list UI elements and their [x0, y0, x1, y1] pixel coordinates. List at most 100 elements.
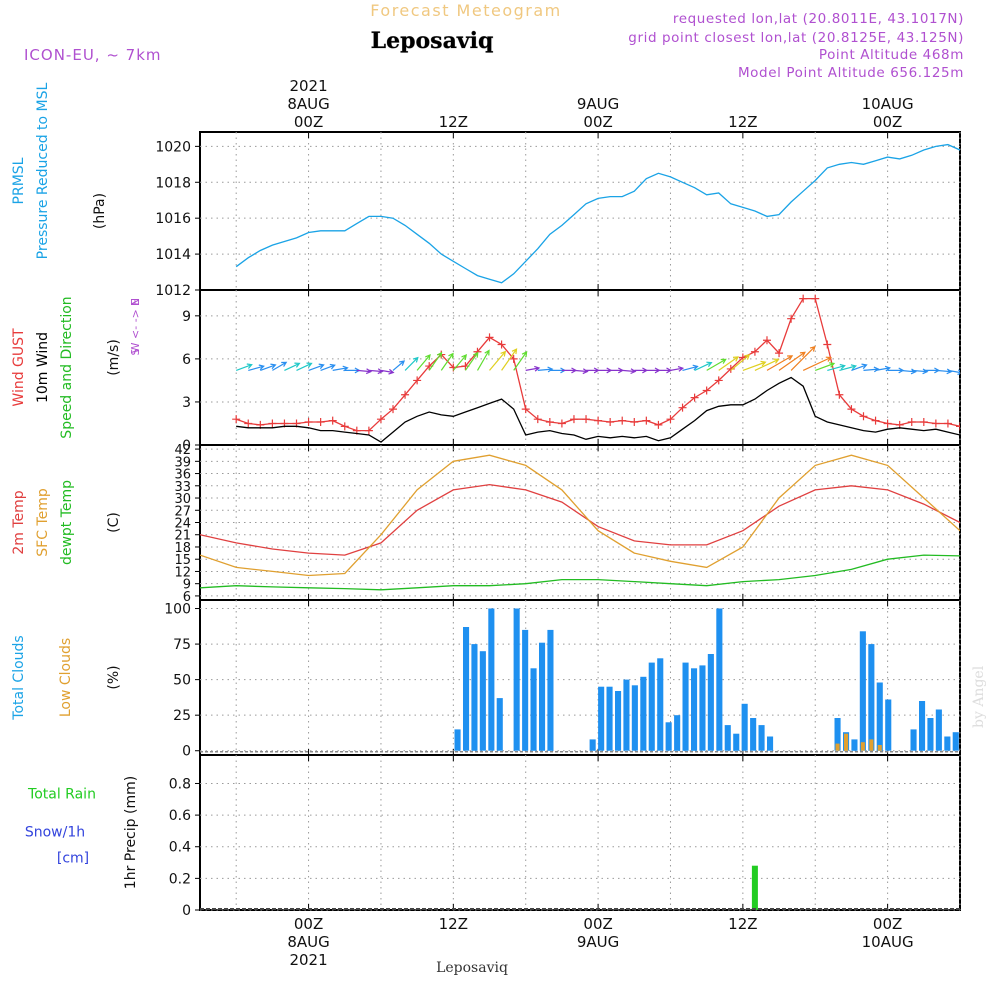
y-tick-label: 0.6: [169, 808, 191, 824]
location-title: Leposaviq: [371, 28, 494, 54]
cloud-total-bar: [463, 627, 470, 751]
gust-marker: [316, 418, 325, 427]
y-tick-label: 0: [182, 903, 191, 919]
cloud-total-bar: [868, 644, 875, 751]
panel-frame: [199, 754, 961, 911]
wind-arrow: [682, 364, 699, 371]
top-axis-label: 12Z: [728, 113, 757, 131]
gust-marker: [799, 294, 808, 303]
compass-we: W <- -> E: [129, 299, 142, 354]
panel-label: 10m Wind: [35, 332, 51, 403]
cloud-total-bar: [919, 701, 926, 751]
gust-marker: [340, 422, 349, 431]
cloud-total-bar: [758, 725, 765, 751]
y-tick-label: 42: [174, 443, 191, 458]
gust-marker: [304, 418, 313, 427]
gust-marker: [376, 415, 385, 424]
wind-arrow: [248, 364, 265, 371]
wind-arrow: [802, 356, 832, 371]
y-tick-label: 3: [182, 395, 191, 411]
cloud-total-bar: [707, 654, 714, 751]
top-axis-label: 00Z: [583, 113, 612, 131]
y-tick-label: 50: [173, 673, 191, 689]
y-tick-label: 75: [173, 637, 191, 653]
gust-marker: [485, 333, 494, 342]
cloud-total-bar: [750, 718, 757, 751]
wind-compass: NW <- -> ES: [129, 298, 142, 356]
gust-marker: [232, 415, 241, 424]
wind-arrow: [935, 368, 953, 375]
y-tick-label: 15: [174, 553, 191, 568]
cloud-total-bar: [496, 698, 503, 751]
wind-arrow: [452, 354, 468, 371]
point-altitude: Point Altitude 468m: [819, 47, 964, 63]
y-tick-label: 9: [182, 309, 191, 325]
panel-frame: [199, 599, 961, 756]
panel-label: SFC Temp: [35, 488, 51, 557]
gust-marker: [992, 402, 1000, 410]
gust-marker: [606, 418, 615, 427]
panel-label: Low Clouds: [58, 638, 74, 717]
gust-marker: [582, 415, 591, 424]
panel-clouds: 0 25 50 75 100 Total Clouds Low Clouds (%): [11, 599, 961, 760]
gust-marker: [401, 390, 410, 399]
cloud-total-bar: [648, 662, 655, 751]
top-axis-label: 00Z: [294, 113, 323, 131]
y-tick-label: 25: [173, 708, 191, 724]
y-tick-label: 30: [174, 492, 191, 507]
cloud-total-bar: [834, 718, 841, 751]
y-tick-label: 36: [174, 468, 191, 483]
compass-n: N: [129, 298, 142, 306]
cloud-total-bar: [665, 722, 672, 751]
wind-arrow: [718, 356, 740, 371]
wind-arrow: [537, 366, 554, 373]
gust-marker: [389, 405, 398, 414]
wind-arrow: [814, 362, 836, 371]
series-line-2: [200, 554, 960, 591]
gust-marker: [968, 417, 976, 425]
bottom-axis-label: 12Z: [728, 915, 757, 933]
y-tick-label: 18: [174, 541, 191, 556]
cloud-total-bar: [741, 703, 748, 751]
panel-label: Speed and Direction: [59, 296, 75, 438]
gust-marker: [364, 426, 373, 435]
cloud-low-bar: [877, 745, 882, 751]
wind-arrow: [634, 367, 649, 374]
panel-pressure: 1012 1014 1016 1018 1020 PRMSL Pressure Reduce…: [11, 82, 961, 299]
gust-marker: [702, 386, 711, 395]
cloud-total-bar: [935, 709, 942, 751]
wind-arrow: [658, 367, 673, 374]
wind-arrow: [440, 352, 454, 371]
gust-marker: [847, 405, 856, 414]
wind-arrow: [670, 366, 685, 372]
wind-arrow: [766, 355, 794, 371]
panel-data: [200, 454, 960, 591]
cloud-total-bar: [631, 685, 638, 751]
bottom-axis-label: 9AUG: [577, 933, 619, 951]
bottom-axis-label: 00Z: [873, 915, 902, 933]
wind-arrow: [972, 369, 986, 374]
wind-arrow: [754, 358, 780, 371]
cloud-total-bar: [682, 662, 689, 751]
cloud-total-bar: [615, 691, 622, 751]
bottom-axis-label: 00Z: [294, 915, 323, 933]
wind-arrow: [525, 365, 541, 372]
top-axis-label: 00Z: [873, 113, 902, 131]
panel-label: 2m Temp: [11, 490, 27, 554]
gust-marker: [533, 415, 542, 424]
gust-marker: [618, 416, 627, 425]
y-tick-label: 9: [183, 578, 191, 593]
cloud-total-bar: [623, 679, 630, 751]
panel-wind: 0 3 6 9 Wind GUST 10m Wind Speed and Direction…: [11, 289, 1000, 454]
wind-arrow: [368, 368, 384, 375]
wind-arrow: [428, 351, 443, 371]
gust-marker: [509, 354, 518, 363]
y-tick-label: 0.2: [169, 871, 191, 887]
wind-arrow: [573, 368, 589, 375]
cloud-total-bar: [471, 644, 478, 751]
wind-arrow: [706, 358, 727, 371]
y-tick-label: 6: [183, 590, 191, 605]
gust-marker: [690, 393, 699, 402]
wind-arrow: [380, 368, 395, 375]
